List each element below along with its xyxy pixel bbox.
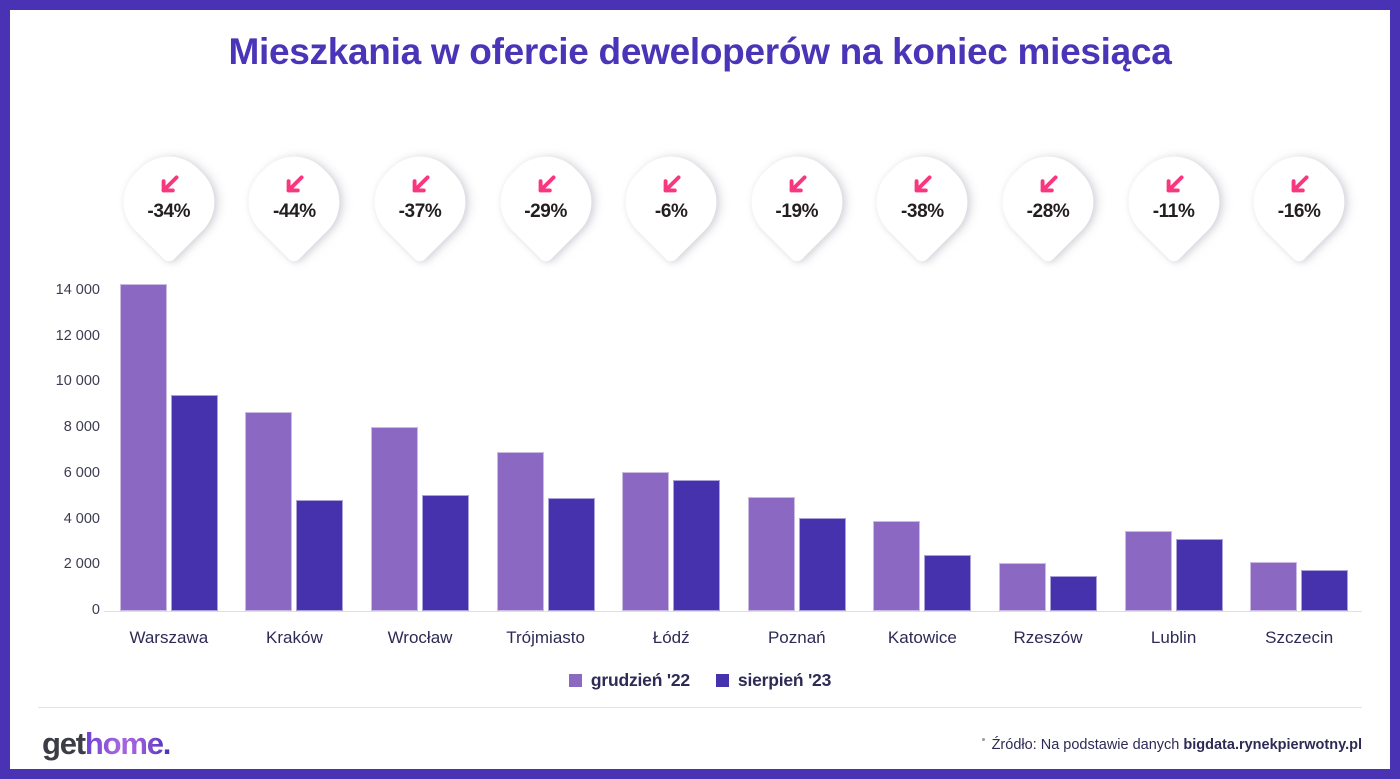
pin-content: -38% [878,158,966,246]
x-tick-label: Kraków [266,628,323,647]
source-prefix: Źródło: Na podstawie danych [991,737,1184,753]
arrow-down-left-icon [784,172,810,198]
bar-warszawa-s1[interactable] [170,394,218,611]
percent-pin: -34% [106,139,232,265]
bar-łódź-s1[interactable] [673,479,721,611]
pin-percent-label: -44% [273,201,316,222]
legend-label: sierpień '23 [737,670,832,690]
pin-content: -34% [125,158,213,246]
arrow-down-left-icon [1161,172,1187,198]
percent-pin: -6% [608,139,734,265]
x-tick-label: Warszawa [129,628,209,647]
pin-percent-label: -29% [524,201,567,222]
bar-rzeszów-s0[interactable] [999,563,1046,611]
bar-wrocław-s0[interactable] [371,427,418,611]
x-tick-label: Rzeszów [1013,628,1083,647]
pin-content: -28% [1004,158,1092,246]
legend-item[interactable]: grudzień '22 [568,670,690,691]
bar-kraków-s1[interactable] [296,500,344,611]
bar-łódź-s0[interactable] [622,471,670,611]
arrow-down-left-icon [1035,172,1061,198]
bar-szczecin-s0[interactable] [1250,562,1298,611]
pin-percent-label: -38% [901,201,944,222]
bar-trójmiasto-s0[interactable] [496,451,544,611]
legend-swatch-icon [568,674,582,687]
arrow-down-left-icon [1286,172,1312,198]
percent-pin: -38% [860,139,985,265]
pin-percent-label: -28% [1026,201,1070,222]
pin-content: -16% [1255,158,1343,246]
y-tick-label: 12 000 [55,327,100,344]
percent-pin: -37% [357,139,483,265]
percent-pin: -29% [483,139,608,265]
bar-poznań-s0[interactable] [747,496,795,611]
page-title: Mieszkania w ofercie deweloperów na koni… [228,31,1172,72]
bar-wrocław-s1[interactable] [422,495,469,611]
legend-item[interactable]: sierpień '23 [715,670,832,691]
bar-katowice-s1[interactable] [924,555,972,611]
percent-pin: -16% [1236,139,1362,265]
chart-canvas: Mieszkania w ofercie deweloperów na koni… [10,10,1390,769]
pin-percent-label: -19% [775,201,819,222]
x-tick-label: Trójmiasto [506,628,585,647]
x-tick-label: Lublin [1150,628,1197,647]
pin-content: -44% [250,158,338,246]
y-tick-label: 0 [91,602,100,618]
legend-label: grudzień '22 [590,670,690,690]
axis-baseline [104,611,1362,612]
footer-divider [38,707,1362,708]
legend-swatch-icon [715,674,729,687]
source-bullet-icon [982,738,985,741]
x-tick-label: Poznań [767,628,826,647]
bar-lublin-s0[interactable] [1124,530,1172,611]
pin-content: -19% [753,158,841,246]
bar-trójmiasto-s1[interactable] [547,497,595,611]
pin-content: -6% [627,158,715,246]
arrow-down-left-icon [407,172,433,198]
y-tick-label: 8 000 [63,419,100,436]
pin-percent-label: -16% [1277,201,1321,222]
bar-warszawa-s0[interactable] [119,284,167,611]
percent-pin: -44% [232,139,357,265]
pin-percent-label: -37% [398,201,442,222]
arrow-down-left-icon [156,172,182,198]
y-tick-label: 10 000 [55,373,100,390]
percent-pin: -11% [1111,139,1236,265]
x-tick-label: Szczecin [1265,628,1334,647]
logo-get-text: get [42,726,86,761]
x-tick-label: Wrocław [387,628,453,647]
arrow-down-left-icon [281,172,307,198]
pin-percent-label: -6% [654,201,688,222]
bar-poznań-s1[interactable] [798,517,846,611]
source-note: Źródło: Na podstawie danych bigdata.ryne… [992,737,1362,753]
bar-kraków-s0[interactable] [245,412,293,611]
percent-pin: -28% [985,139,1111,265]
pin-content: -37% [376,158,464,246]
y-tick-label: 6 000 [63,464,100,481]
chart-legend: grudzień '22 sierpień '23 [10,670,1390,691]
percent-pin: -19% [734,139,860,265]
y-tick-label: 4 000 [63,510,100,527]
pin-content: -29% [502,158,590,246]
arrow-down-left-icon [658,172,684,198]
x-tick-label: Katowice [887,628,957,647]
x-tick-label: Łódź [652,628,690,647]
source-link[interactable]: bigdata.rynekpierwotny.pl [1183,737,1362,753]
pin-content: -11% [1130,158,1218,246]
bar-szczecin-s1[interactable] [1301,569,1349,611]
arrow-down-left-icon [909,172,935,198]
y-tick-label: 2 000 [63,556,100,573]
y-tick-label: 14 000 [55,282,100,298]
logo-home-text: home. [84,726,172,761]
bar-rzeszów-s1[interactable] [1050,576,1097,611]
pin-percent-label: -11% [1152,201,1195,222]
pin-percent-label: -34% [147,201,191,222]
arrow-down-left-icon [533,172,559,198]
bar-lublin-s1[interactable] [1175,539,1223,611]
gethome-logo[interactable]: gethome. [42,726,172,762]
bar-katowice-s0[interactable] [873,521,921,611]
